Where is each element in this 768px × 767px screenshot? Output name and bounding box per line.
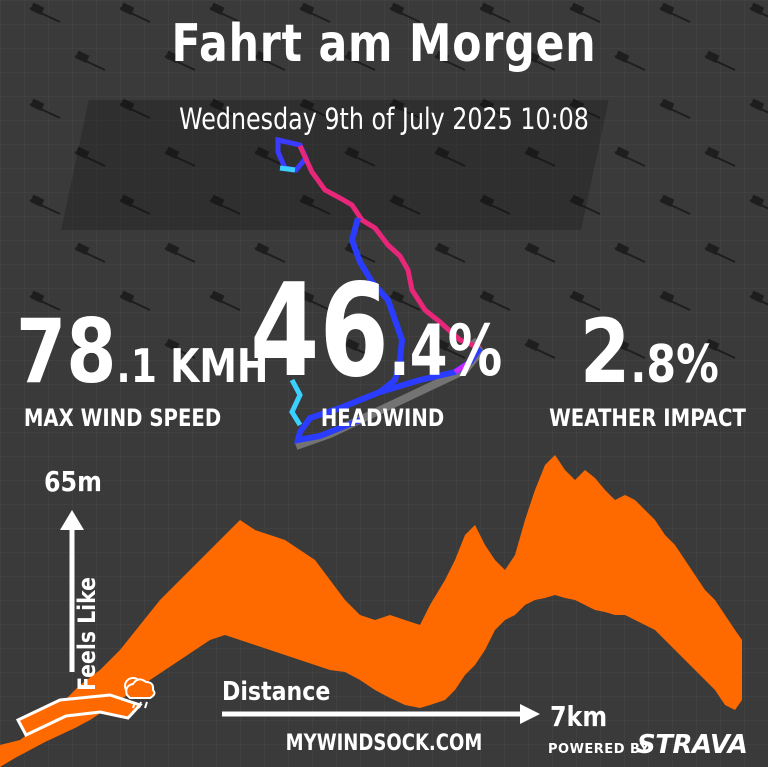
weather-cloud-icon [124,677,156,709]
wind-flag-icon [255,50,270,63]
wind-flag-icon [435,146,450,159]
wind-flag-icon [300,98,315,111]
wind-flag-icon [30,194,45,207]
wind-flag-icon [29,2,768,359]
wind-flag-icon [705,338,720,351]
wind-flag-icon [750,2,765,15]
headwind-label: HEADWIND [320,404,445,432]
wind-flag-icon [120,2,135,15]
wind-flag-icon [345,146,360,159]
wind-flag-icon [255,242,270,255]
x-axis-label: Distance [222,677,331,707]
wind-flag-icon [435,50,450,63]
wind-flag-icon [615,50,630,63]
wind-flag-icon [345,50,360,63]
wind-flag-icon [660,98,675,111]
wind-flag-icon [165,146,180,159]
wind-flag-icon [390,2,405,15]
wind-flag-icon [480,2,495,15]
weather-impact-label: WEATHER IMPACT [549,404,746,432]
wind-flag-icon [300,2,315,15]
wind-flag-icon [210,2,225,15]
wind-flag-icon [660,2,675,15]
x-axis-max-label: 7km [550,700,608,733]
wind-flag-icon [165,338,180,351]
logo-ribbon-icon [15,693,143,737]
wind-flag-icon [435,338,450,351]
wind-flag-icon [525,50,540,63]
wind-flag-icon [615,146,630,159]
wind-flag-icon [705,50,720,63]
wind-flag-icon [300,290,315,303]
wind-flag-icon [660,290,675,303]
wind-flag-icon [435,242,450,255]
wind-flag-icon [750,194,765,207]
wind-flag-icon [615,242,630,255]
weather-impact-value: 2.8% [580,300,719,403]
wind-flag-icon [75,146,90,159]
wind-flag-icon [750,98,765,111]
strava-logo[interactable]: STRAVA [637,730,748,760]
powered-by-text: POWERED BY [548,742,650,757]
wind-flag-icon [120,98,135,111]
wind-flag-icon [570,194,585,207]
y-axis-max-label: 65m [44,465,102,498]
wind-flag-icon [480,194,495,207]
wind-flag-icon [570,2,585,15]
wind-flag-icon [570,290,585,303]
wind-flag-icon [660,194,675,207]
wind-flag-icon [75,338,90,351]
wind-flag-icon [570,98,585,111]
wind-flag-icon [300,194,315,207]
page-title: Fahrt am Morgen [171,14,597,74]
wind-flag-icon [345,338,360,351]
wind-flag-icon [390,194,405,207]
y-axis-label: Feels Like [72,577,101,691]
wind-flag-icon [705,242,720,255]
wind-flag-icon [615,338,630,351]
ride-date: Wednesday 9th of July 2025 10:08 [179,102,589,136]
wind-flag-icon [210,98,225,111]
wind-flag-icon [75,242,90,255]
wind-flag-icon [525,146,540,159]
wind-flag-icon [120,290,135,303]
wind-flag-icon [390,290,405,303]
wind-flag-icon [30,98,45,111]
wind-flag-icon [390,98,405,111]
wind-flag-icon [210,194,225,207]
wind-flag-icon [120,194,135,207]
wind-flag-icon [750,290,765,303]
headwind-value: 46.4% [250,257,503,406]
wind-flag-icon [210,290,225,303]
wind-flag-icon [480,290,495,303]
wind-flag-icon [165,50,180,63]
wind-flag-icon [525,242,540,255]
wind-flag-icon [165,242,180,255]
wind-flag-icon [255,146,270,159]
wind-flag-icon [705,146,720,159]
site-link[interactable]: MYWINDSOCK.COM [285,731,483,756]
watermark [61,100,609,230]
wind-flag-icon [480,98,495,111]
wind-flag-icon [525,338,540,351]
wind-flag-icon [30,2,45,15]
wind-flag-icon [30,290,45,303]
max-wind-label: MAX WIND SPEED [23,404,222,432]
wind-flag-icon [75,50,90,63]
max-wind-value: 78.1 KMH [16,300,269,403]
wind-flag-icon [255,338,270,351]
